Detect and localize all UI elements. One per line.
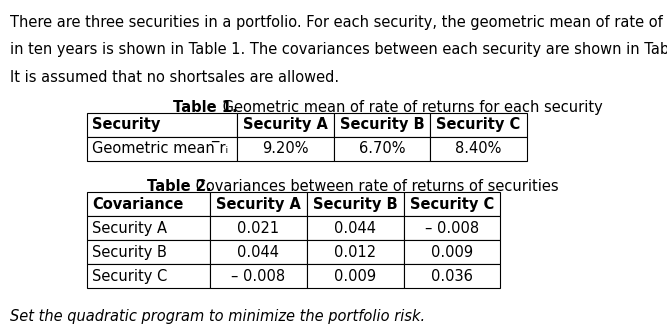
Text: 0.044: 0.044 [334,221,376,235]
Text: It is assumed that no shortsales are allowed.: It is assumed that no shortsales are all… [10,70,339,85]
Bar [307,264,404,288]
Text: Covariances between rate of returns of securities: Covariances between rate of returns of s… [191,179,559,194]
Text: 0.009: 0.009 [431,245,473,260]
Bar [87,137,237,161]
Bar [210,240,307,264]
Bar [87,113,237,137]
Text: – 0.008: – 0.008 [425,221,479,235]
Bar [404,240,500,264]
Text: Table 1.: Table 1. [173,100,238,115]
Text: 0.009: 0.009 [334,269,376,284]
Text: Set the quadratic program to minimize the portfolio risk.: Set the quadratic program to minimize th… [10,309,425,324]
Bar [237,113,334,137]
Bar [87,264,210,288]
Bar [237,137,334,161]
Text: 0.012: 0.012 [334,245,376,260]
Text: There are three securities in a portfolio. For each security, the geometric mean: There are three securities in a portfoli… [10,15,667,30]
Text: 0.044: 0.044 [237,245,279,260]
Text: Security B: Security B [313,197,398,211]
Text: Security B: Security B [340,118,424,132]
Text: – 0.008: – 0.008 [231,269,285,284]
Text: 9.20%: 9.20% [262,142,308,156]
Text: Covariance: Covariance [92,197,183,211]
Text: Security B: Security B [92,245,167,260]
Bar [307,240,404,264]
Bar [404,192,500,216]
Text: Security A: Security A [216,197,301,211]
Text: Geometric mean ̅rᵢ: Geometric mean ̅rᵢ [92,142,228,156]
Text: Security C: Security C [92,269,167,284]
Text: Security C: Security C [436,118,521,132]
Text: 8.40%: 8.40% [456,142,502,156]
Text: 0.036: 0.036 [431,269,473,284]
Text: Table 2.: Table 2. [147,179,211,194]
Bar [307,192,404,216]
Bar [210,216,307,240]
Bar [430,113,527,137]
Text: Security A: Security A [92,221,167,235]
Text: Geometric mean of rate of returns for each security: Geometric mean of rate of returns for ea… [218,100,603,115]
Bar [87,216,210,240]
Text: 0.021: 0.021 [237,221,279,235]
Bar [404,216,500,240]
Bar [404,264,500,288]
Text: 6.70%: 6.70% [359,142,405,156]
Bar [210,192,307,216]
Bar [87,240,210,264]
Text: Security C: Security C [410,197,494,211]
Bar [210,264,307,288]
Bar [87,192,210,216]
Text: in ten years is shown in Table 1. The covariances between each security are show: in ten years is shown in Table 1. The co… [10,42,667,57]
Text: Security A: Security A [243,118,327,132]
Bar [430,137,527,161]
Text: Security: Security [92,118,161,132]
Bar [307,216,404,240]
Bar [334,137,430,161]
Bar [334,113,430,137]
